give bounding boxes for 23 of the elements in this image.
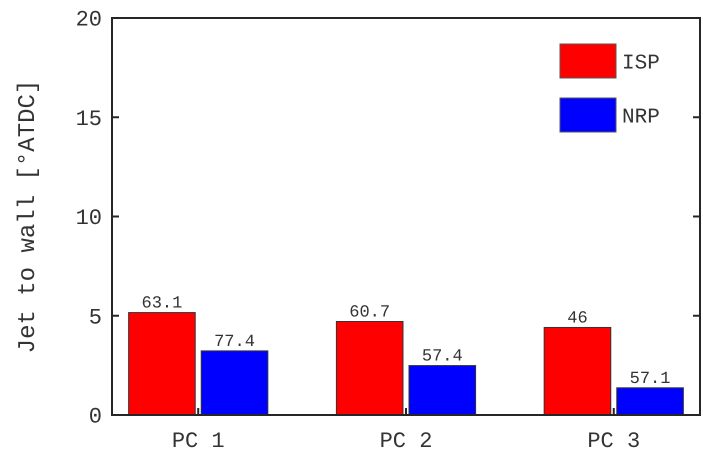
bar: [544, 326, 612, 416]
y-tick-label: 5: [88, 305, 102, 330]
bar: [336, 321, 404, 416]
annotation: 60.7: [349, 304, 390, 323]
bar: [616, 387, 684, 416]
y-axis-title: Jet to wall [°ATDC]: [15, 80, 42, 354]
legend-label: ISP: [622, 52, 660, 76]
x-tick-label: PC 3: [587, 429, 640, 454]
annotation: 57.1: [630, 370, 670, 389]
x-tick-label: PC 2: [380, 429, 432, 454]
y-tick-label: 15: [76, 106, 102, 132]
legend-label: NRP: [622, 106, 660, 130]
bar: [408, 365, 476, 416]
annotation: 77.4: [214, 332, 255, 352]
y-tick-label: 20: [76, 8, 102, 33]
y-tick-label: 0: [88, 404, 102, 430]
annotation: 63.1: [142, 294, 182, 314]
y-tick-label: 10: [76, 206, 102, 232]
bar: [200, 350, 268, 416]
annotation: 57.4: [422, 348, 463, 367]
bar: [128, 312, 196, 416]
annotation: 46: [567, 309, 588, 328]
x-tick-label: PC 1: [172, 429, 225, 454]
